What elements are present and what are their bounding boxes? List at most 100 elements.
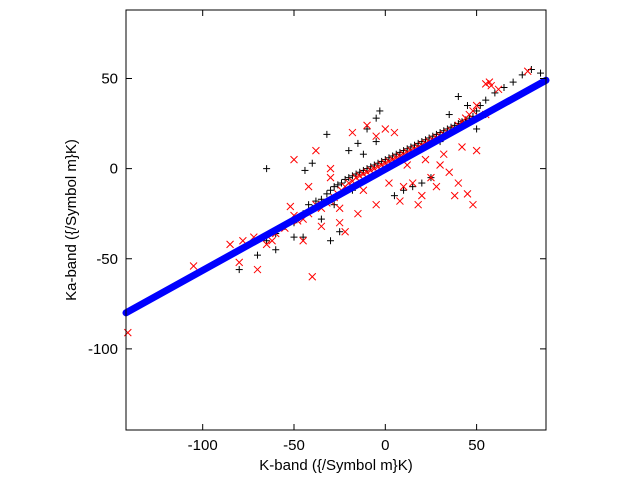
black-plus-point	[473, 125, 481, 133]
red-x-point	[308, 272, 317, 281]
x-tick-label: 50	[468, 437, 485, 454]
black-plus-point	[327, 237, 335, 245]
y-tick-label: -50	[96, 251, 118, 268]
y-tick-label: -100	[88, 341, 118, 358]
black-plus-point	[376, 107, 384, 115]
black-plus-point	[337, 179, 345, 187]
red-x-point	[235, 258, 244, 267]
red-x-point	[352, 173, 360, 182]
red-x-point	[421, 155, 430, 164]
black-plus-point	[235, 266, 243, 274]
red-x-point	[341, 227, 349, 236]
plot-marks	[122, 65, 550, 337]
red-x-point	[458, 143, 466, 151]
y-tick-label: 0	[110, 161, 118, 178]
red-x-point	[390, 128, 399, 137]
black-plus-point	[500, 84, 508, 92]
black-plus-point	[509, 78, 517, 86]
black-plus-point	[400, 186, 408, 194]
black-plus-point	[330, 183, 338, 191]
red-x-point	[363, 121, 371, 130]
y-axis-label: Ka-band ({/Symbol m}K)	[63, 139, 80, 301]
black-plus-point	[341, 175, 349, 183]
red-x-point	[469, 107, 477, 115]
red-x-point	[335, 218, 344, 227]
black-plus-point	[272, 246, 280, 254]
red-x-point	[463, 190, 472, 198]
fit-line	[122, 76, 550, 317]
red-x-point	[290, 155, 298, 164]
red-x-point	[335, 204, 344, 213]
black-plus-point	[390, 192, 398, 200]
red-x-point	[432, 182, 441, 191]
black-plus-point	[301, 166, 309, 174]
black-plus-point	[308, 159, 316, 167]
red-x-point	[326, 164, 335, 173]
x-tick-label: 0	[381, 437, 389, 454]
red-x-point	[312, 146, 320, 155]
black-plus-point	[372, 138, 380, 146]
black-plus-point	[345, 147, 353, 155]
x-tick-label: -50	[283, 437, 305, 454]
black-plus-point	[323, 130, 331, 138]
x-axis-label: K-band ({/Symbol m}K)	[259, 457, 412, 474]
red-x-point	[396, 197, 404, 205]
plot-frame	[125, 9, 547, 431]
red-x-point	[381, 125, 390, 133]
black-plus-point	[359, 150, 367, 158]
black-plus-point	[482, 96, 490, 104]
red-x-point	[485, 78, 494, 86]
black-plus-point	[363, 125, 371, 133]
red-x-point	[226, 240, 234, 249]
red-x-point	[262, 240, 271, 249]
red-x-point	[299, 236, 307, 245]
black-plus-point	[354, 139, 362, 147]
red-x-point	[454, 179, 463, 187]
black-plus-point	[409, 183, 417, 191]
black-plus-point	[473, 107, 481, 115]
red-x-point	[317, 222, 326, 231]
red-x-point	[439, 150, 448, 159]
red-x-point	[445, 168, 454, 177]
red-x-point	[123, 328, 132, 337]
red-x-point	[268, 236, 276, 245]
black-plus-point	[454, 93, 462, 101]
red-x-point	[286, 202, 295, 211]
black-plus-point	[336, 228, 344, 236]
black-plus-point	[305, 201, 313, 209]
red-x-point	[408, 179, 417, 187]
black-plus-point	[290, 233, 298, 241]
red-x-point	[399, 182, 408, 191]
black-plus-point	[253, 251, 261, 259]
red-x-point	[472, 146, 481, 155]
black-plus-point	[345, 174, 353, 182]
red-x-point	[403, 161, 412, 169]
red-x-point	[469, 200, 477, 209]
red-x-point	[427, 173, 435, 182]
x-tick-label: -100	[188, 437, 218, 454]
red-x-point	[414, 200, 423, 209]
red-x-point	[523, 67, 532, 76]
black-plus-point	[418, 179, 426, 187]
red-x-point	[494, 85, 503, 94]
black-plus-point	[312, 197, 320, 205]
red-x-point	[304, 182, 313, 191]
red-x-point	[372, 200, 381, 209]
red-x-point	[359, 186, 368, 195]
black-plus-point	[372, 114, 380, 122]
red-x-point	[385, 179, 393, 187]
axis-ticks: -100 -50 0 50 -100 -50 0 50	[88, 10, 546, 454]
red-x-point	[189, 262, 198, 270]
red-x-point	[436, 161, 444, 169]
red-x-point	[481, 80, 490, 88]
red-x-point	[326, 173, 335, 182]
red-x-point	[372, 132, 381, 141]
black-plus-point	[476, 102, 484, 110]
red-x-point	[348, 128, 357, 137]
red-x-point	[253, 265, 262, 274]
red-x-point	[487, 81, 496, 90]
black-plus-point	[463, 102, 471, 110]
red-x-point	[354, 209, 362, 218]
red-x-point	[472, 101, 481, 110]
